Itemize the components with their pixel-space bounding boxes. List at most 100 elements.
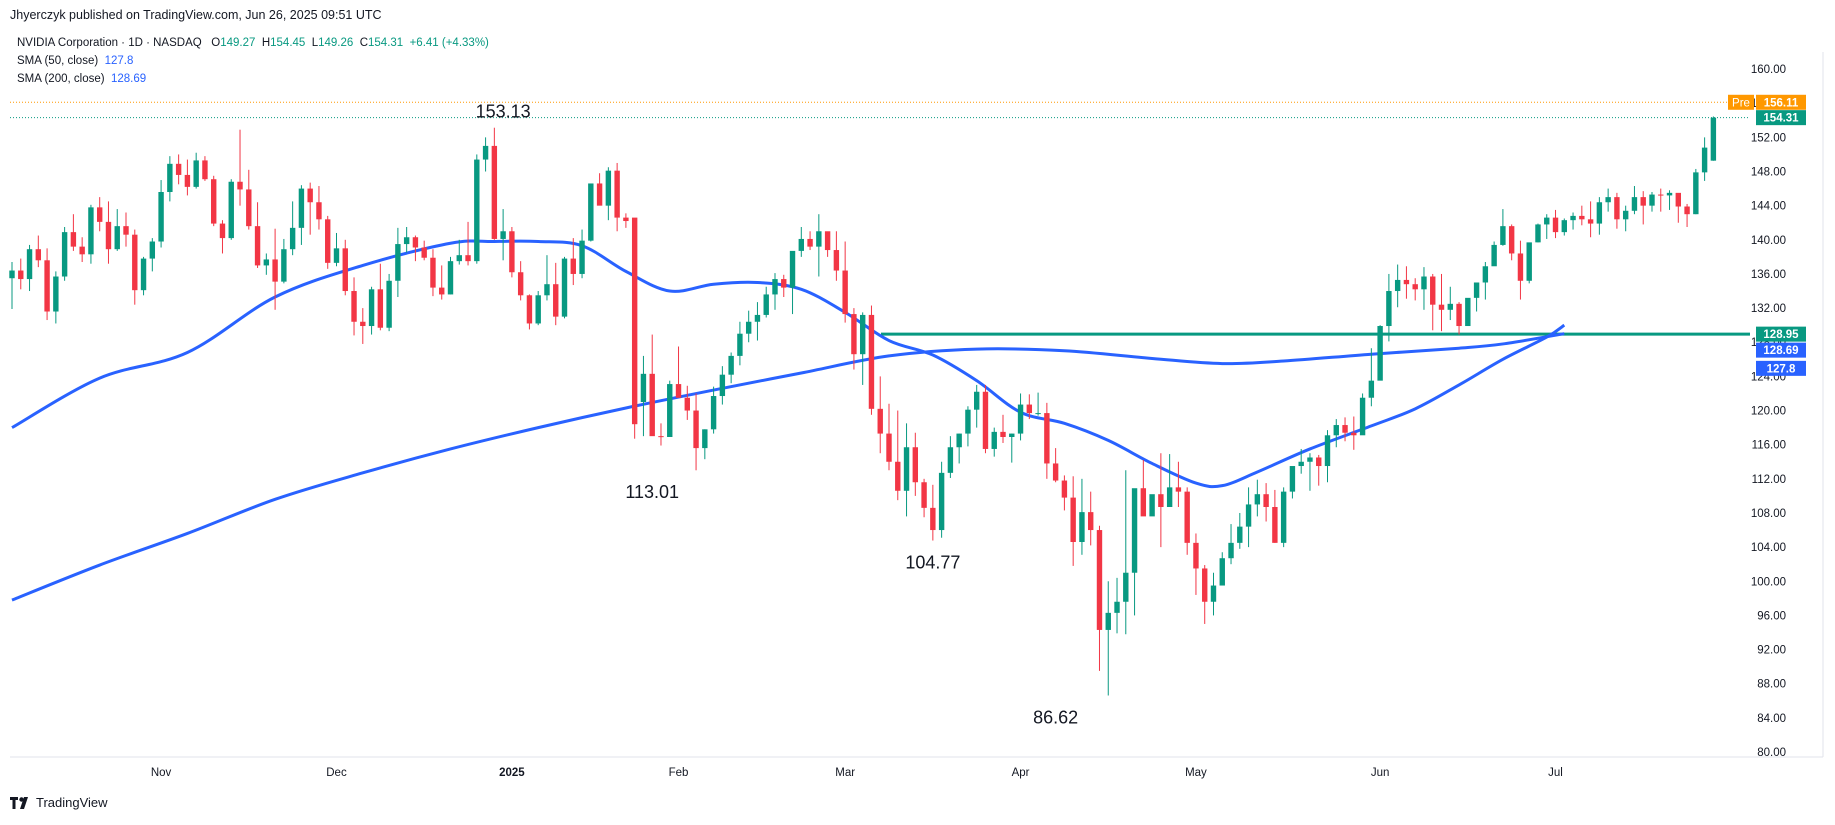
candle-body <box>1640 197 1646 206</box>
candle-body <box>982 391 989 449</box>
candle-body <box>316 202 322 220</box>
candle-body <box>1158 494 1164 507</box>
candle-body <box>61 232 68 277</box>
candle-body <box>1412 284 1418 290</box>
candle-body <box>859 314 866 355</box>
candle-body <box>1096 530 1103 630</box>
candle-body <box>1044 413 1050 464</box>
y-tick-label: 144.00 <box>1751 201 1786 213</box>
x-tick-label: Nov <box>151 767 172 779</box>
candle-body <box>412 237 419 248</box>
candle-body <box>675 384 682 398</box>
candle-body <box>70 232 77 247</box>
candle-body <box>1579 215 1585 220</box>
legend-symbol: NVIDIA Corporation · 1D · NASDAQ <box>17 37 202 49</box>
candle-body <box>1526 242 1532 281</box>
candle-body <box>246 189 252 227</box>
y-tick-label: 96.00 <box>1757 610 1786 622</box>
price-badge <box>1756 94 1806 110</box>
candle-body <box>482 145 489 160</box>
legend-sma200-label: SMA (200, close) <box>17 73 105 85</box>
candle-body <box>1131 488 1138 573</box>
candle-body <box>833 250 840 271</box>
candle-body <box>1701 147 1708 173</box>
candle-body <box>132 234 138 291</box>
candle-body <box>219 223 226 239</box>
candle-body <box>631 217 638 425</box>
candle-body <box>1009 433 1015 437</box>
legend-sma200-value: 128.69 <box>110 73 147 85</box>
candle-body <box>903 447 910 491</box>
candle-body <box>465 255 471 262</box>
pre-market-tag-label: Pre <box>1732 97 1750 109</box>
candle-body <box>535 295 541 324</box>
candle-body <box>1622 210 1629 220</box>
candle-body <box>1140 488 1147 517</box>
candle-body <box>1473 282 1480 298</box>
candle-body <box>956 433 962 448</box>
candle-body <box>1193 542 1199 569</box>
candle-body <box>1272 507 1278 543</box>
candle-body <box>1561 220 1567 233</box>
candle-body <box>789 250 796 288</box>
legend-close-value: 154.31 <box>368 37 404 49</box>
candle-body <box>921 482 927 508</box>
candle-body <box>26 249 33 280</box>
candle-body <box>1684 206 1690 215</box>
candle-body <box>1394 279 1401 292</box>
candle-body <box>254 226 261 266</box>
tradingview-logo[interactable]: TradingView <box>10 795 108 810</box>
candle-body <box>1649 194 1655 206</box>
candle-body <box>1430 276 1436 305</box>
candle-body <box>202 160 208 180</box>
candle-body <box>421 247 427 258</box>
candle-body <box>772 279 778 295</box>
candle-body <box>1026 404 1033 414</box>
candle-body <box>737 333 743 356</box>
candle-body <box>1544 217 1550 225</box>
candle-body <box>1079 512 1085 542</box>
candle-body <box>1552 217 1559 233</box>
candle-body <box>105 221 112 250</box>
legend-sma200-row[interactable]: SMA (200, close) 128.69 <box>17 70 489 88</box>
x-tick-label: Feb <box>669 767 689 779</box>
candle-body <box>877 408 883 434</box>
candle-body <box>175 163 182 175</box>
candle-body <box>1631 197 1638 211</box>
legend-sma50-row[interactable]: SMA (50, close) 127.8 <box>17 52 489 70</box>
candle-body <box>263 259 270 266</box>
price-badge-value: 128.95 <box>1763 329 1799 341</box>
legend-high-label: H <box>261 37 271 49</box>
candle-body <box>614 170 620 218</box>
candle-body <box>360 321 366 327</box>
candle-body <box>947 447 954 473</box>
candle-body <box>658 436 664 438</box>
candle-body <box>974 391 980 410</box>
candle-body <box>1000 431 1006 437</box>
candle-body <box>754 314 761 322</box>
legend-low-label: L <box>311 37 319 49</box>
candle-body <box>1202 568 1208 602</box>
candle-body <box>1658 194 1664 196</box>
legend-close-label: C <box>359 37 369 49</box>
candle-body <box>1017 404 1024 434</box>
candle-body <box>1333 425 1339 436</box>
candle-body <box>456 255 462 262</box>
sma-200-line <box>11 332 1565 602</box>
price-annotation: 86.62 <box>1033 707 1078 727</box>
candle-body <box>237 181 243 190</box>
legend-high-value: 154.45 <box>270 37 306 49</box>
candle-body <box>1596 202 1603 224</box>
y-tick-label: 88.00 <box>1757 679 1786 691</box>
candle-body <box>140 258 147 291</box>
price-annotation: 113.01 <box>625 482 679 502</box>
candle-body <box>807 238 813 247</box>
candle-body <box>1386 291 1392 327</box>
y-tick-label: 116.00 <box>1752 440 1786 452</box>
candle-body <box>824 231 831 251</box>
legend-sma50-label: SMA (50, close) <box>17 55 99 67</box>
candle-body <box>570 258 576 274</box>
legend-low-value: 149.26 <box>318 37 354 49</box>
